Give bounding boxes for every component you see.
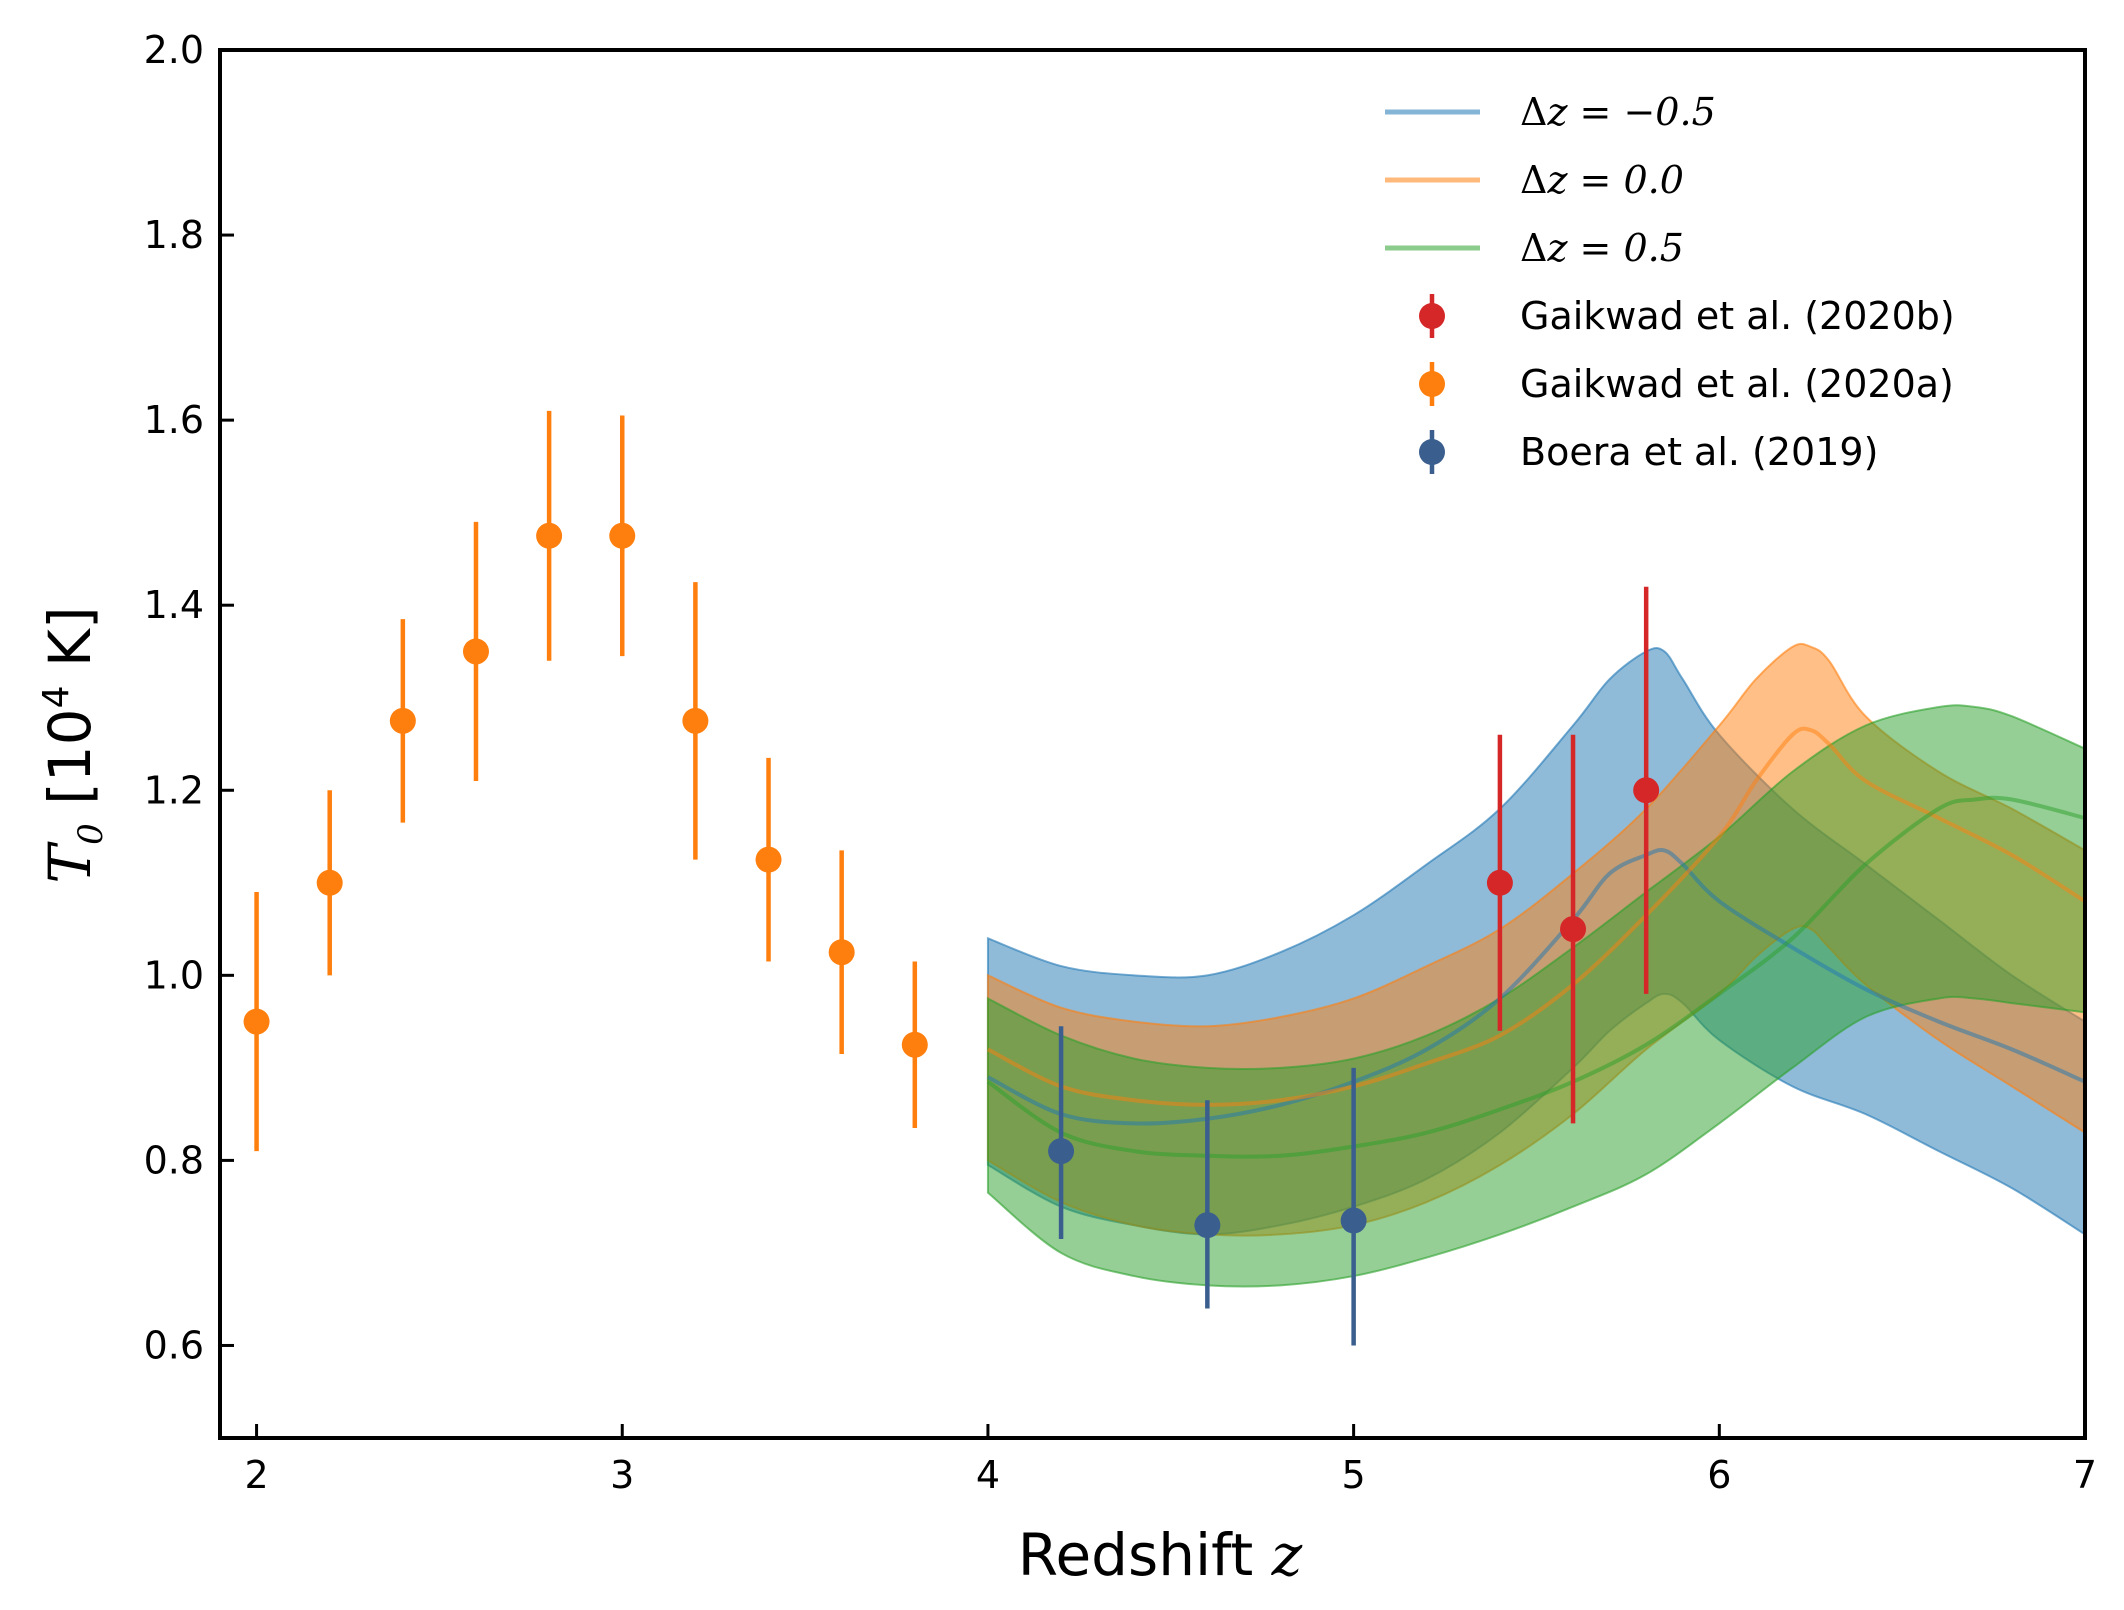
legend-label-series-2: Δz = 0.5 [1520,226,1684,270]
y-tick-label-1: 0.8 [144,1138,204,1182]
legend-label-obs-0: Gaikwad et al. (2020b) [1520,294,1955,338]
y-tick-label-4: 1.4 [144,583,204,627]
legend-marker-1 [1419,371,1445,397]
point-2-0 [1048,1138,1075,1165]
point-1-4 [536,522,563,549]
confidence-bands [986,642,2086,1288]
legend-label-obs-2: Boera et al. (2019) [1520,430,1878,474]
observation-points [243,410,1660,1346]
point-1-9 [901,1031,928,1058]
svg-text:Redshift z: Redshift z [1018,1521,1303,1589]
legend-marker-2 [1419,439,1445,465]
point-1-2 [389,707,416,734]
x-tick-label-0: 2 [244,1453,268,1497]
legend-label-series-1: Δz = 0.0 [1520,158,1684,202]
y-tick-label-5: 1.6 [144,398,204,442]
point-2-1 [1194,1212,1221,1239]
point-1-1 [316,869,343,896]
legend-label-obs-1: Gaikwad et al. (2020a) [1520,362,1954,406]
x-tick-label-3: 5 [1342,1453,1366,1497]
point-1-3 [462,638,489,665]
legend: Δz = −0.5 Δz = 0.0 Δz = 0.5 Gaikwad et al. … [1385,90,1955,474]
y-tick-label-3: 1.2 [144,768,204,812]
y-tick-label-7: 2.0 [144,28,204,72]
plot-frame [218,48,2087,1440]
x-tick-label-5: 7 [2073,1453,2097,1497]
axes: 2 3 4 5 6 7 0.6 0.8 1.0 1.2 1.4 1.6 1.8 2.0 [144,28,2098,1497]
point-2-2 [1340,1207,1367,1234]
svg-text:T0 [104 K]: T0 [104 K] [36,606,111,883]
legend-marker-0 [1419,303,1445,329]
point-0-0 [1486,869,1513,896]
y-tick-label-6: 1.8 [144,213,204,257]
point-1-5 [609,522,636,549]
point-1-7 [755,846,782,873]
line-series-2 [986,795,2086,1159]
y-axis-label: T0 [104 K] [36,606,111,883]
point-0-2 [1633,777,1660,804]
point-1-6 [682,707,709,734]
x-axis-label: Redshift z [1018,1521,1303,1589]
x-tick-label-2: 4 [976,1453,1000,1497]
x-tick-label-4: 6 [1707,1453,1731,1497]
point-1-0 [243,1008,270,1035]
legend-label-series-0: Δz = −0.5 [1520,90,1716,134]
x-tick-label-1: 3 [610,1453,634,1497]
y-tick-label-0: 0.6 [144,1323,204,1367]
point-0-1 [1560,916,1587,943]
point-1-8 [828,939,855,966]
y-tick-label-2: 1.0 [144,953,204,997]
